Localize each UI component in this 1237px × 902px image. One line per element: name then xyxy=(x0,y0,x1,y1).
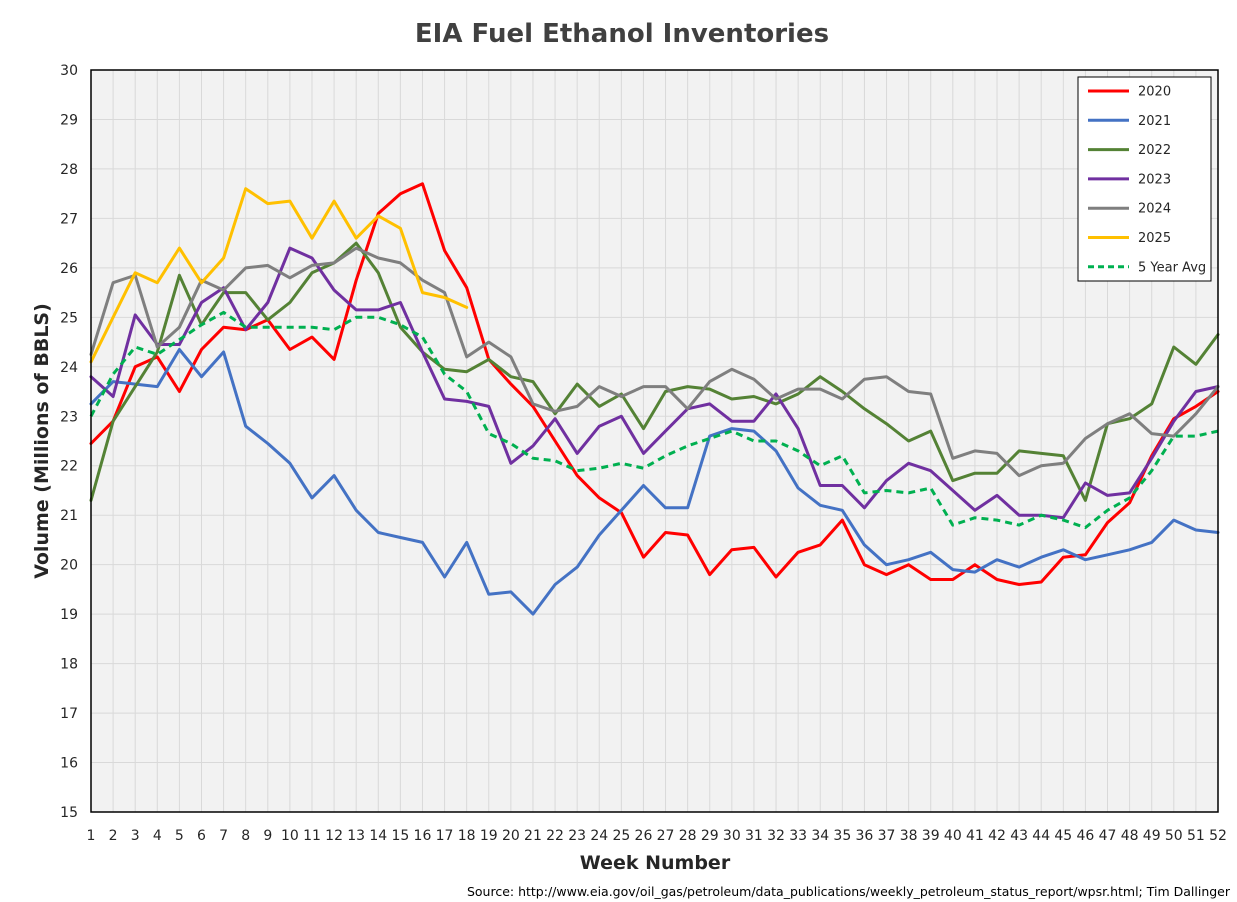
legend-label: 2025 xyxy=(1138,231,1171,246)
x-tick-label: 28 xyxy=(679,828,697,844)
x-tick-label: 3 xyxy=(131,828,140,844)
x-tick-label: 21 xyxy=(524,828,542,844)
x-tick-label: 44 xyxy=(1032,828,1050,844)
x-tick-label: 32 xyxy=(767,828,785,844)
x-tick-label: 12 xyxy=(325,828,343,844)
x-tick-label: 15 xyxy=(391,828,409,844)
x-tick-label: 48 xyxy=(1121,828,1139,844)
y-tick-label: 18 xyxy=(60,657,78,673)
y-tick-label: 19 xyxy=(60,607,78,623)
x-tick-label: 36 xyxy=(856,828,874,844)
y-tick-label: 23 xyxy=(60,409,78,425)
x-tick-label: 24 xyxy=(590,828,608,844)
x-tick-label: 4 xyxy=(153,828,162,844)
x-tick-label: 38 xyxy=(900,828,918,844)
x-tick-label: 51 xyxy=(1187,828,1205,844)
legend-label: 2021 xyxy=(1138,114,1171,129)
y-tick-label: 30 xyxy=(60,63,78,79)
y-tick-label: 26 xyxy=(60,261,78,277)
y-tick-label: 16 xyxy=(60,756,78,772)
x-tick-label: 40 xyxy=(944,828,962,844)
x-tick-label: 26 xyxy=(635,828,653,844)
y-axis-title: Volume (Millions of BBLS) xyxy=(31,303,53,579)
x-tick-label: 42 xyxy=(988,828,1006,844)
legend-label: 2024 xyxy=(1138,202,1171,217)
series-lines xyxy=(89,182,1220,616)
legend-label: 2022 xyxy=(1138,143,1171,158)
x-tick-label: 10 xyxy=(281,828,299,844)
y-tick-label: 24 xyxy=(60,360,78,376)
series-line-2024 xyxy=(89,246,1220,478)
x-tick-label: 34 xyxy=(811,828,829,844)
grid-lines xyxy=(91,70,1218,812)
series-line-2020 xyxy=(89,182,1220,586)
legend-label: 2023 xyxy=(1138,172,1171,187)
plot-border xyxy=(90,69,1219,813)
x-tick-label: 39 xyxy=(922,828,940,844)
y-tick-label: 29 xyxy=(60,112,78,128)
series-line-2023 xyxy=(89,246,1220,520)
x-tick-label: 29 xyxy=(701,828,719,844)
x-tick-label: 37 xyxy=(878,828,896,844)
x-tick-label: 19 xyxy=(480,828,498,844)
x-tick-label: 18 xyxy=(458,828,476,844)
x-tick-label: 43 xyxy=(1010,828,1028,844)
legend-label: 5 Year Avg xyxy=(1138,260,1206,275)
y-tick-label: 17 xyxy=(60,706,78,722)
x-tick-label: 11 xyxy=(303,828,321,844)
series-line-2021 xyxy=(89,348,1220,616)
y-tick-label: 25 xyxy=(60,310,78,326)
y-tick-label: 15 xyxy=(60,805,78,821)
y-tick-label: 20 xyxy=(60,558,78,574)
x-tick-label: 49 xyxy=(1143,828,1161,844)
y-tick-label: 27 xyxy=(60,211,78,227)
x-tick-label: 5 xyxy=(175,828,184,844)
x-tick-label: 7 xyxy=(219,828,228,844)
x-tick-label: 8 xyxy=(241,828,250,844)
x-axis-ticks: 1 2 3 4 5 6 7 8 9 10 11 12 13 14 15 16 17 18 19 20 21 22 23 24 2… xyxy=(87,828,1227,844)
y-tick-label: 28 xyxy=(60,162,78,178)
x-tick-label: 52 xyxy=(1209,828,1227,844)
x-tick-label: 9 xyxy=(263,828,272,844)
x-tick-label: 23 xyxy=(568,828,586,844)
x-tick-label: 46 xyxy=(1076,828,1094,844)
legend-label: 2020 xyxy=(1138,85,1171,100)
y-tick-label: 22 xyxy=(60,459,78,475)
series-line-5-year-avg xyxy=(89,310,1219,530)
x-tick-label: 30 xyxy=(723,828,741,844)
legend: 2020 2021 2022 2023 2024 2025 5 Year Avg xyxy=(1077,76,1212,282)
x-tick-label: 1 xyxy=(87,828,96,844)
x-tick-label: 13 xyxy=(347,828,365,844)
x-tick-label: 27 xyxy=(657,828,675,844)
series-line-2022 xyxy=(89,241,1220,502)
x-tick-label: 35 xyxy=(833,828,851,844)
x-tick-label: 16 xyxy=(414,828,432,844)
chart-title: EIA Fuel Ethanol Inventories xyxy=(415,19,829,49)
x-tick-label: 33 xyxy=(789,828,807,844)
x-tick-label: 20 xyxy=(502,828,520,844)
x-tick-label: 25 xyxy=(612,828,630,844)
source-note: Source: http://www.eia.gov/oil_gas/petro… xyxy=(467,884,1231,899)
x-tick-label: 41 xyxy=(966,828,984,844)
x-tick-label: 22 xyxy=(546,828,564,844)
x-tick-label: 6 xyxy=(197,828,206,844)
x-tick-label: 14 xyxy=(369,828,387,844)
x-tick-label: 31 xyxy=(745,828,763,844)
y-tick-label: 21 xyxy=(60,508,78,524)
y-axis-ticks: 15 16 17 18 19 20 21 22 23 24 25 26 27 28 29 30 xyxy=(60,63,78,821)
series-line-2025 xyxy=(89,187,469,364)
x-tick-label: 17 xyxy=(436,828,454,844)
x-tick-label: 50 xyxy=(1165,828,1183,844)
x-axis-title: Week Number xyxy=(580,852,731,874)
x-tick-label: 47 xyxy=(1099,828,1117,844)
x-tick-label: 2 xyxy=(109,828,118,844)
x-tick-label: 45 xyxy=(1054,828,1072,844)
